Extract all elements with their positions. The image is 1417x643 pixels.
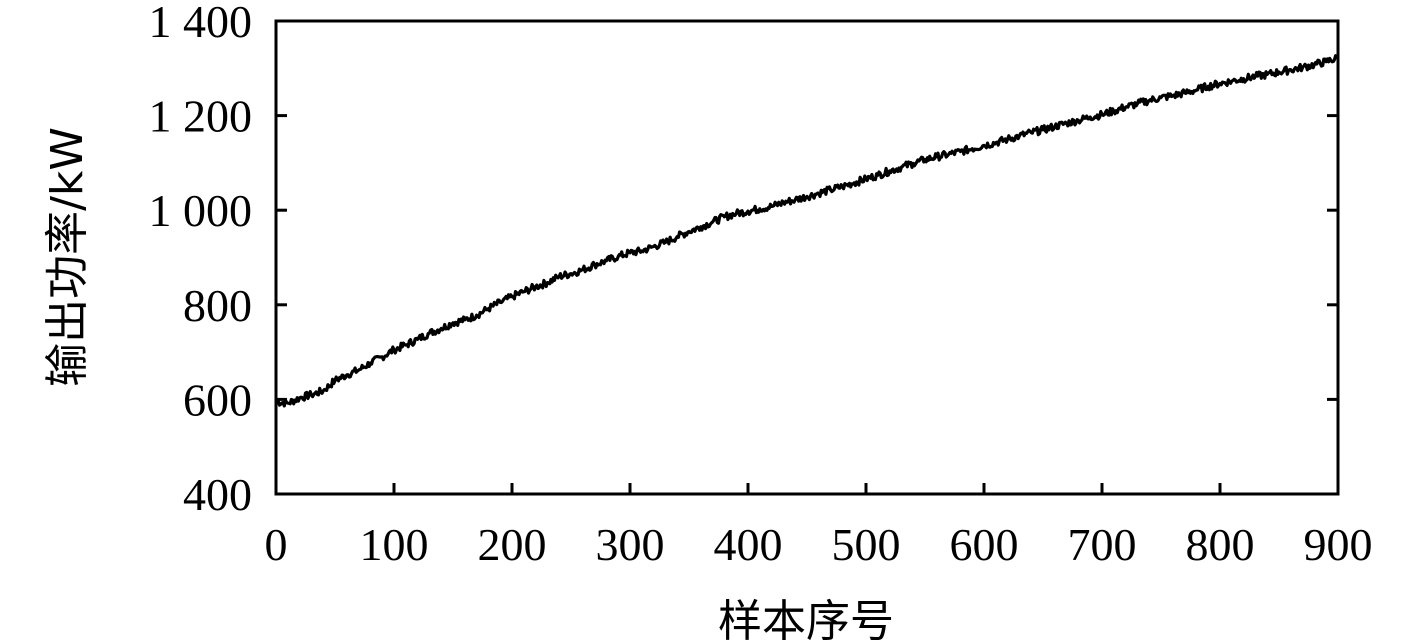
- x-axis-title: 样本序号: [718, 596, 894, 643]
- x-tick-label: 900: [1304, 519, 1373, 570]
- plot-frame: [274, 19, 1340, 496]
- y-tick-label: 400: [183, 469, 252, 520]
- x-tick-label: 800: [1186, 519, 1255, 570]
- y-tick-label: 1 400: [149, 0, 253, 47]
- x-tick-label: 0: [265, 519, 288, 570]
- y-tick-label: 600: [183, 374, 252, 425]
- series-line: [275, 54, 1339, 408]
- x-tick-label: 500: [832, 519, 901, 570]
- x-tick-label: 300: [596, 519, 665, 570]
- x-tick-label: 400: [714, 519, 783, 570]
- y-tick-label: 1 200: [149, 91, 253, 142]
- y-axis-title: 输出功率/kW: [42, 127, 93, 387]
- x-tick-label: 200: [478, 519, 547, 570]
- x-tick-label: 600: [950, 519, 1019, 570]
- y-tick-label: 800: [183, 280, 252, 331]
- y-tick-label: 1 000: [149, 185, 253, 236]
- x-tick-label: 700: [1068, 519, 1137, 570]
- x-tick-label: 100: [360, 519, 429, 570]
- tick-labels-layer: 0 100 200 300 400 500 600 700 800 900 400 600 800 1 0…: [149, 0, 1373, 570]
